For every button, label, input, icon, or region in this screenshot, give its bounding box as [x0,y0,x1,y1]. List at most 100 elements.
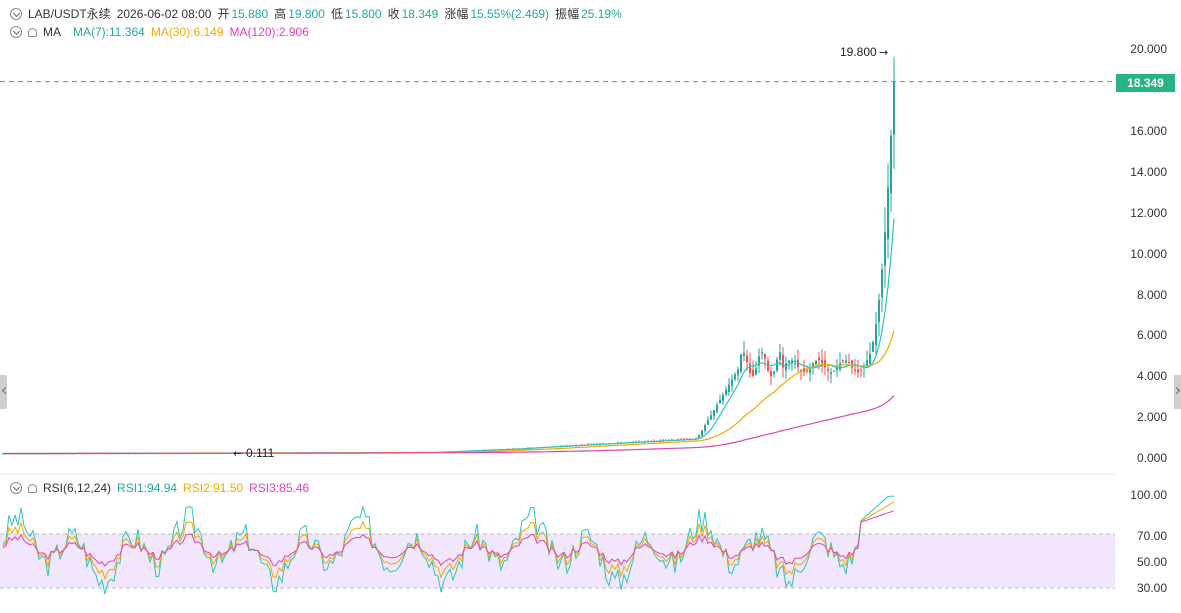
candle-body [884,231,886,266]
rsi1-value: RSI1:94.94 [117,481,178,495]
collapse-chevron-icon[interactable] [10,26,22,38]
candle-body [740,354,742,372]
candle-body [833,370,835,372]
ma30-value: MA(30):6.149 [150,25,224,39]
rsi2-line [2,501,895,581]
candle-body [782,354,784,368]
candle-body [794,363,796,365]
candle-body [2,453,4,455]
alert-bell-icon[interactable] [28,483,37,493]
candle-body [797,359,799,368]
candle-body [809,367,811,373]
rsi-label[interactable]: RSI(6,12,24) [43,481,112,495]
candle-body [806,370,808,372]
rsi-tick: 100.00 [1130,488,1167,502]
price-tick: 6.000 [1136,328,1167,342]
candle-body [710,415,712,420]
ma-legend: MA MA(7):11.364 MA(30):6.149 MA(120):2.9… [10,24,315,40]
candle-body [698,435,700,439]
price-tick: 16.000 [1130,124,1167,138]
bar-time: 2026-06-02 08:00 [116,7,212,21]
candle-body [761,352,763,354]
candle-body [734,374,736,380]
candle-body [764,354,766,359]
change-label: 涨幅 [444,7,469,21]
amplitude-label: 振幅 [555,7,580,21]
symbol[interactable]: LAB/USDT永续 [28,7,111,21]
candle-body [839,363,841,370]
candle-body [860,370,862,372]
rsi3-value: RSI3:85.46 [249,481,310,495]
ma120-value: MA(120):2.906 [229,25,309,39]
close-value: 18.349 [401,7,439,21]
candle-body [866,360,868,367]
high-value: 19.800 [288,7,325,21]
candle-body [890,135,892,194]
candle-body [755,368,757,375]
candle-body [818,357,820,361]
candle-body [845,360,847,364]
candle-body [821,359,823,364]
candle-body [746,355,748,362]
candle-body [713,410,715,417]
amplitude-value: 25.19% [581,7,622,21]
scroll-right-handle[interactable] [1174,375,1181,409]
candle-body [707,420,709,425]
high-marker-arrow: → [879,46,888,59]
candle-body [854,369,856,371]
candle-body [719,399,721,404]
candle-body [872,341,874,352]
candle-body [722,394,724,401]
candle-body [770,371,772,377]
candle-body [827,369,829,371]
price-tick: 4.000 [1136,369,1167,383]
rsi2-value: RSI2:91.50 [183,481,244,495]
candle-body [743,352,745,357]
candle-body [887,187,889,240]
rsi-tick: 30.00 [1136,581,1167,595]
open-value: 15.880 [231,7,269,21]
candle-body [893,81,895,135]
rsi1-line [2,495,894,595]
candle-body [758,356,760,366]
candle-body [776,359,778,371]
candle-body [731,379,733,387]
low-marker-arrow: ← [233,447,242,460]
candle-body [836,367,838,371]
candle-body [878,300,880,323]
candle-body [857,369,859,373]
rsi-lines [2,495,895,595]
ma7-value: MA(7):11.364 [73,25,145,39]
price-tick: 10.000 [1130,247,1167,261]
low-label: 低 [330,7,343,21]
candle-body [812,363,814,367]
candle-body [881,269,883,297]
candle-body [779,352,781,360]
rsi-legend: RSI(6,12,24) RSI1:94.94 RSI2:91.50 RSI3:… [10,480,315,496]
ma7-line [2,218,895,455]
open-label: 开 [217,7,230,21]
high-label: 高 [274,7,287,21]
price-tick: 20.000 [1130,42,1167,56]
candle-body [716,405,718,412]
ma120-line [2,395,895,455]
candle-body [752,369,754,377]
rsi3-line [2,510,895,567]
candle-body [725,389,727,395]
scroll-left-handle[interactable] [0,375,7,409]
candle-body [728,384,730,393]
alert-bell-icon[interactable] [28,27,37,37]
collapse-chevron-icon[interactable] [10,8,22,20]
candle-body [773,371,775,374]
price-tick: 12.000 [1130,206,1167,220]
candle-body [875,324,877,345]
rsi-tick: 70.00 [1136,529,1167,543]
candle-body [704,425,706,431]
collapse-chevron-icon[interactable] [10,482,22,494]
ma-lines [2,218,895,455]
price-tick: 0.000 [1136,451,1167,465]
ma-label[interactable]: MA [43,25,61,39]
ma30-line [2,330,895,455]
low-marker: 0.111 [246,446,275,460]
